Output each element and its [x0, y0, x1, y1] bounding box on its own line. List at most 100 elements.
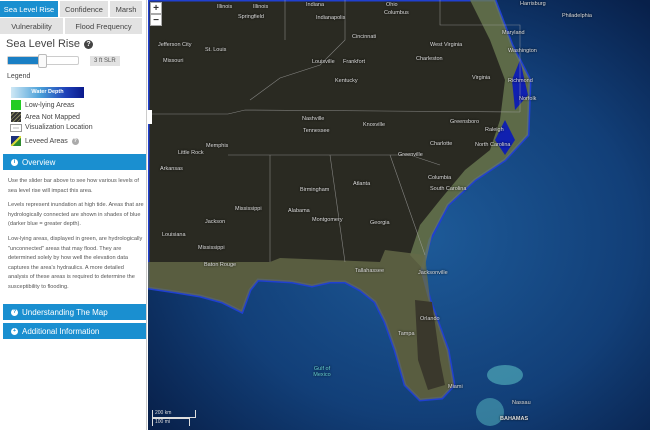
map-label: Tampa [398, 331, 415, 337]
green-swatch [11, 100, 21, 110]
map-label: Memphis [206, 143, 229, 149]
map-label: South Carolina [430, 186, 467, 192]
map-label: Orlando [420, 316, 440, 322]
map-label: Greensboro [450, 119, 480, 125]
tab-confidence[interactable]: Confidence [60, 1, 108, 17]
map-label: West Virginia [430, 42, 463, 48]
water-depth-gradient: Water Depth [11, 87, 84, 98]
map-label: Indianapolis [316, 15, 346, 21]
map-label: Louisiana [162, 232, 186, 238]
map-label: Jackson [205, 219, 226, 225]
map-label: Nassau [512, 400, 531, 406]
tab-sea-level-rise[interactable]: Sea Level Rise [0, 1, 58, 17]
map-label: Columbia [428, 175, 452, 181]
map-label: Jacksonville [418, 270, 448, 276]
map-label: Mississippi [235, 206, 262, 212]
map-label: Springfield [238, 14, 264, 20]
map-label: Illinois [253, 4, 269, 10]
question-icon: ? [11, 308, 18, 316]
zoom-in-button[interactable]: + [150, 2, 162, 14]
map-label: Georgia [370, 220, 390, 226]
map-label: Philadelphia [562, 13, 592, 19]
map-label: Kentucky [335, 78, 358, 84]
info-icon[interactable]: ? [71, 137, 79, 145]
scale-km: 200 km [152, 410, 196, 418]
header-text: Additional Information [22, 326, 100, 336]
map-label: Louisville [312, 59, 335, 65]
map-label: Atlanta [353, 181, 371, 187]
map-label: Cincinnati [352, 34, 377, 40]
paragraph: Low-lying areas, displayed in green, are… [8, 235, 143, 290]
tab-marsh[interactable]: Marsh [110, 1, 142, 17]
map-label: Miami [448, 384, 463, 390]
map-label: Raleigh [485, 127, 504, 133]
additional-info-header[interactable]: + Additional Information [3, 323, 146, 339]
slider-handle[interactable] [38, 54, 47, 68]
map-label: Gulf of Mexico [313, 366, 331, 378]
panel-title: Sea Level Rise? [6, 38, 93, 50]
header-text: Understanding The Map [22, 307, 108, 317]
hatch-swatch [11, 112, 21, 122]
map-label: Charleston [416, 56, 443, 62]
map-label: Mississippi [198, 245, 225, 251]
map-label: Washington [508, 48, 537, 54]
map-label: Illinois [217, 4, 233, 10]
location-icon [10, 123, 22, 132]
slider-value: 3 ft SLR [90, 56, 120, 66]
map-label: St. Louis [205, 47, 227, 53]
header-text: Overview [22, 157, 56, 167]
legend-text: Area Not Mapped [25, 113, 80, 121]
map-label: Greenville [398, 152, 423, 158]
legend-low-lying: Low-lying Areas [11, 100, 74, 110]
info-icon: i [11, 158, 18, 166]
map-label: North Carolina [475, 142, 511, 148]
map-label: Tennessee [303, 128, 330, 134]
tab-vulnerability[interactable]: Vulnerability [0, 18, 63, 34]
map-label: Arkansas [160, 166, 183, 172]
side-panel: Sea Level Rise Confidence Marsh Vulnerab… [0, 0, 147, 430]
map-label: Baton Rouge [204, 262, 237, 268]
map[interactable]: Illinois Illinois Springfield Indiana Indian… [148, 0, 650, 430]
map-label: Little Rock [178, 150, 204, 156]
map-label: Birmingham [300, 187, 330, 193]
legend-not-mapped: Area Not Mapped [11, 112, 80, 122]
map-label: Nashville [302, 116, 325, 122]
legend-visualization-location: Visualization Location [10, 123, 93, 132]
map-label: Missouri [163, 58, 184, 64]
map-basemap [148, 0, 650, 430]
leveed-swatch [11, 136, 21, 146]
scale-mi: 100 mi [152, 418, 190, 426]
legend-leveed-areas: Leveed Areas? [11, 136, 79, 146]
paragraph: Use the slider bar above to see how vari… [8, 178, 139, 194]
map-label: Virginia [472, 75, 491, 81]
plus-icon: + [11, 327, 18, 335]
map-label: Ohio [386, 2, 398, 8]
sea-level-slider[interactable] [7, 54, 79, 68]
map-label: Columbus [384, 10, 409, 16]
map-label: BAHAMAS [500, 416, 529, 422]
map-label: Alabama [288, 208, 310, 214]
zoom-out-button[interactable]: − [150, 14, 162, 26]
tab-flood-frequency[interactable]: Flood Frequency [65, 18, 142, 34]
collapse-panel-handle[interactable] [148, 110, 152, 124]
paragraph: Levels represent inundation at high tide… [8, 202, 144, 228]
help-icon[interactable]: ? [84, 39, 93, 49]
slider-fill [8, 57, 43, 64]
legend-text: Leveed Areas [25, 137, 68, 145]
legend-label: Legend [7, 73, 31, 80]
map-label: Montgomery [312, 217, 343, 223]
map-label: Charlotte [430, 141, 453, 147]
map-label: Frankfort [343, 59, 366, 65]
scale-bar: 200 km 100 mi [152, 410, 196, 426]
map-label: Harrisburg [520, 1, 546, 7]
overview-header[interactable]: i Overview [3, 154, 146, 170]
legend-text: Visualization Location [25, 124, 93, 131]
legend-text: Low-lying Areas [25, 101, 75, 109]
overview-text: Use the slider bar above to see how vari… [8, 177, 144, 298]
map-label: Indiana [306, 2, 325, 8]
title-text: Sea Level Rise [6, 38, 80, 50]
map-label: Norfolk [519, 96, 537, 102]
map-label: Tallahassee [355, 268, 385, 274]
map-label: Richmond [508, 78, 533, 84]
understanding-map-header[interactable]: ? Understanding The Map [3, 304, 146, 320]
